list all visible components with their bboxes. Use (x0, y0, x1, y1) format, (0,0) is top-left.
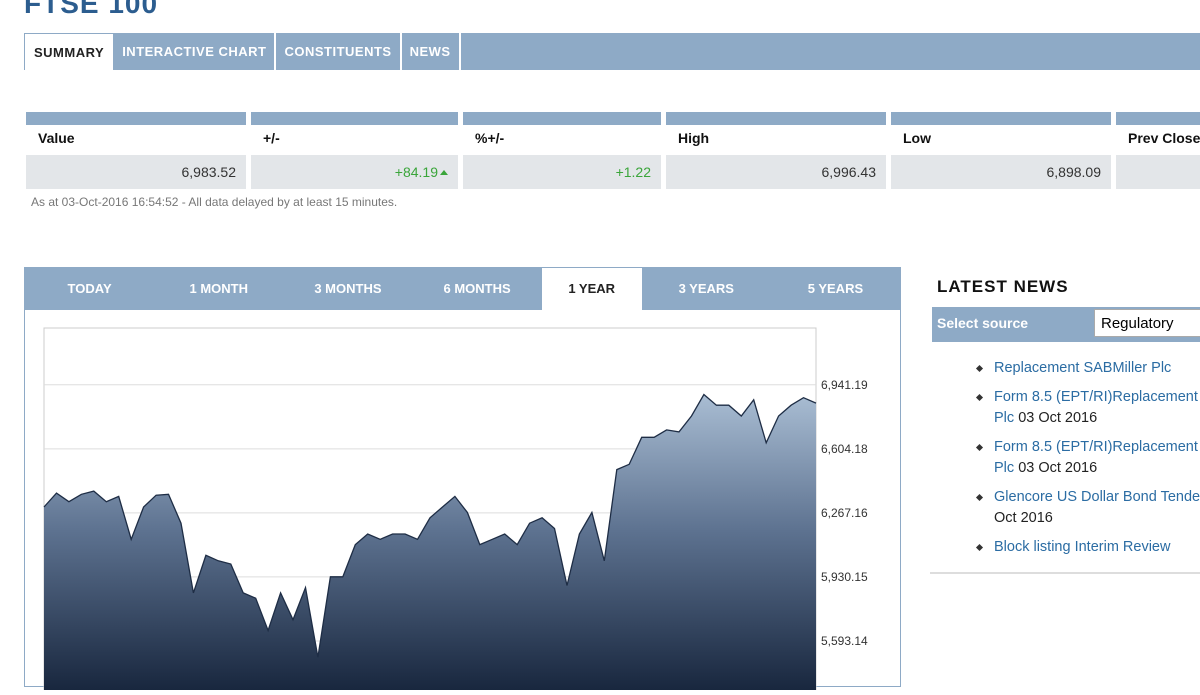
news-list: Replacement SABMiller Plc Form 8.5 (EPT/R… (975, 358, 1200, 566)
period-tab[interactable]: 6 MONTHS (443, 281, 511, 296)
source-label: Select source (937, 315, 1029, 331)
column-label: +/- (263, 130, 280, 146)
area-fill (44, 394, 816, 695)
header-bar (666, 112, 886, 125)
column-value (1116, 155, 1200, 189)
divider (930, 572, 1200, 574)
price-line (43, 393, 817, 658)
column-label: Prev Close (1128, 130, 1200, 146)
news-link[interactable]: Replacement SABMiller Plc (994, 360, 1172, 376)
news-date: 03 Oct 2016 (1018, 460, 1098, 476)
source-bar: Select source Regulatory (932, 307, 1200, 342)
news-item: Replacement SABMiller Plc (975, 358, 1200, 379)
news-link[interactable]: Form 8.5 (EPT/RI)Replacement (994, 439, 1198, 455)
news-date: 03 Oct 2016 (1018, 410, 1098, 426)
period-tab[interactable]: 3 YEARS (678, 281, 734, 296)
column-value: +84.19 (251, 155, 458, 189)
page-title: FTSE 100 (24, 0, 159, 19)
quote-column: High 6,996.43 (666, 112, 886, 189)
news-link[interactable]: Block listing Interim Review (994, 539, 1171, 555)
news-item: Form 8.5 (EPT/RI)Replacement Plc 03 Oct 2… (975, 387, 1200, 429)
header-bar (26, 112, 246, 125)
period-tab[interactable]: TODAY (67, 281, 112, 296)
y-tick-label: 6,941.19 (821, 378, 868, 392)
delay-note: As at 03-Oct-2016 16:54:52 - All data de… (31, 195, 398, 209)
news-link[interactable]: Plc (994, 460, 1015, 476)
header-bar (463, 112, 661, 125)
column-label: Low (903, 130, 931, 146)
news-item: Glencore US Dollar Bond Tender Oct 2016 (975, 487, 1200, 529)
quote-column: +/- +84.19 (251, 112, 458, 189)
source-select[interactable]: Regulatory (1094, 309, 1200, 337)
header-bar (1116, 112, 1200, 125)
tab[interactable]: INTERACTIVE CHART (114, 33, 277, 70)
y-tick-label: 5,593.14 (821, 634, 868, 648)
column-label: Value (38, 130, 75, 146)
y-tick-label: 5,930.15 (821, 570, 868, 584)
news-link[interactable]: Glencore US Dollar Bond Tender (994, 489, 1200, 505)
y-tick-label: 6,267.16 (821, 506, 868, 520)
y-tick-label: 6,604.18 (821, 442, 868, 456)
column-value: 6,898.09 (891, 155, 1111, 189)
news-item: Block listing Interim Review (975, 537, 1200, 558)
period-tab[interactable]: 1 MONTH (189, 281, 249, 296)
header-bar (891, 112, 1111, 125)
period-tab[interactable]: 5 YEARS (807, 281, 864, 296)
news-item: Form 8.5 (EPT/RI)Replacement Plc 03 Oct 2… (975, 437, 1200, 479)
column-label: High (678, 130, 710, 146)
header-bar (251, 112, 458, 125)
period-tab[interactable]: 3 MONTHS (314, 281, 382, 296)
quote-column: Value 6,983.52 (26, 112, 246, 189)
news-date: Oct 2016 (994, 510, 1053, 526)
period-tab[interactable]: 1 YEAR (541, 268, 642, 310)
quote-table: Value 6,983.52 +/- +84.19 %+/- +1.22 High 6,996… (26, 112, 1200, 189)
news-link[interactable]: Form 8.5 (EPT/RI)Replacement (994, 389, 1198, 405)
news-link[interactable]: Plc (994, 410, 1015, 426)
column-value: +1.22 (463, 155, 661, 189)
quote-column: Prev Close (1116, 112, 1200, 189)
page: {"header":{"title":"FTSE 100"}, "tabs":[… (0, 0, 1200, 673)
column-label: %+/- (475, 130, 505, 146)
column-value: 6,983.52 (26, 155, 246, 189)
column-value: 6,996.43 (666, 155, 886, 189)
quote-column: Low 6,898.09 (891, 112, 1111, 189)
chart: 5,593.14 5,930.15 6,267.16 6,604.18 6,941.19 (43, 327, 868, 695)
tab-bar: SUMMARY INTERACTIVE CHART CONSTITUENTS NEWS (24, 33, 1200, 70)
period-tabs: TODAY 1 MONTH 3 MONTHS 6 MONTHS 1 YEAR 3 YEAR… (25, 268, 900, 310)
tab[interactable]: NEWS (402, 33, 461, 70)
news-title: LATEST NEWS (937, 277, 1069, 296)
tab[interactable]: SUMMARY (24, 33, 115, 70)
chart-panel: TODAY 1 MONTH 3 MONTHS 6 MONTHS 1 YEAR 3 YEAR… (24, 267, 901, 695)
tab[interactable]: CONSTITUENTS (276, 33, 402, 70)
quote-column: %+/- +1.22 (463, 112, 661, 189)
